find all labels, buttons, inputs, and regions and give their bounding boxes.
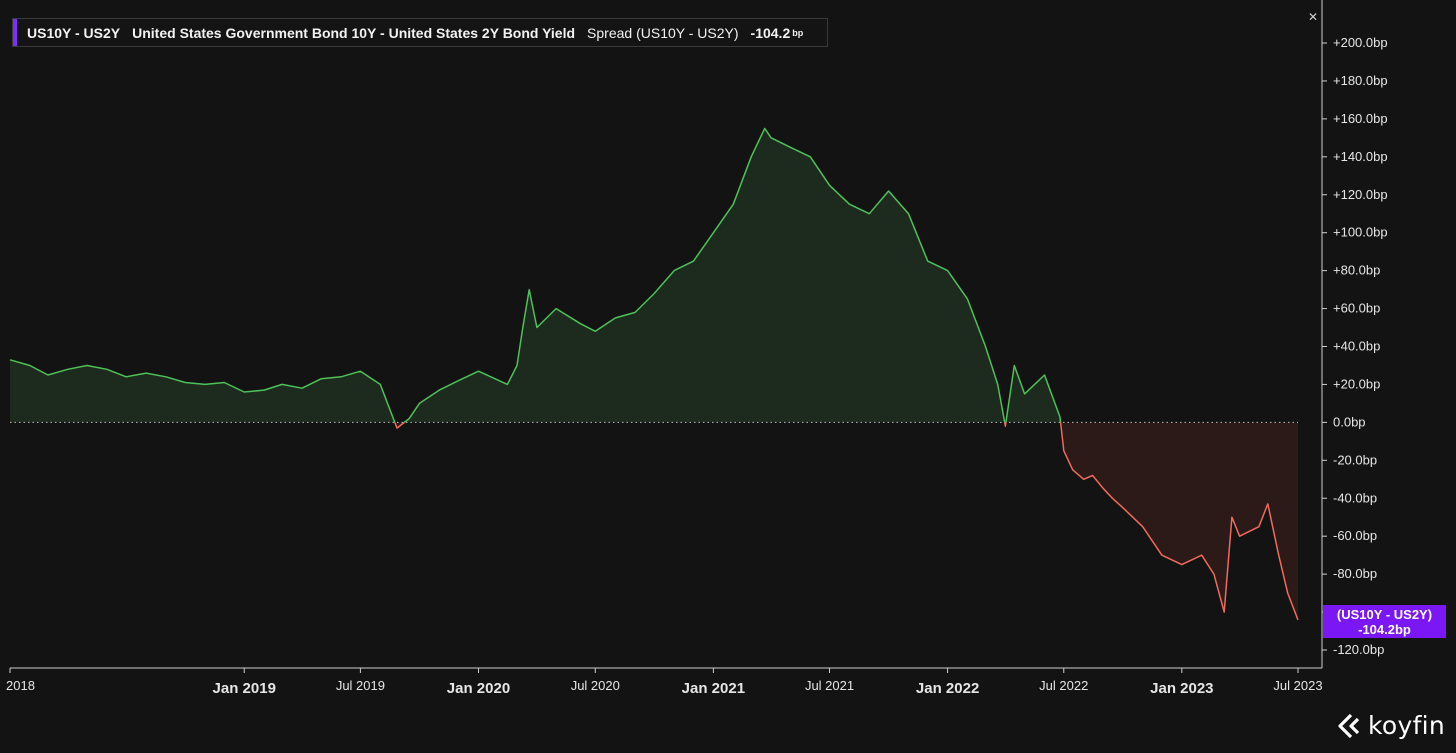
y-tick-label: 0.0bp — [1333, 414, 1366, 429]
x-tick-label: Jan 2022 — [916, 680, 979, 697]
y-tick-label: +140.0bp — [1333, 149, 1388, 164]
positive-spread-line-2 — [403, 127, 1006, 423]
x-tick-label: Jul 2021 — [805, 678, 854, 693]
y-tick-label: +180.0bp — [1333, 73, 1388, 88]
legend-color-bar — [13, 19, 17, 46]
y-tick-label: +40.0bp — [1333, 339, 1380, 354]
y-tick-label: +60.0bp — [1333, 301, 1380, 316]
legend-series-label: Spread (US10Y - US2Y) — [587, 24, 739, 41]
negative-spread-line-1 — [394, 421, 405, 429]
negative-area-fill-5 — [1060, 422, 1298, 620]
positive-area-fill-2 — [404, 128, 1005, 423]
positive-area-fill-4 — [1005, 365, 1061, 423]
y-tick-label: +200.0bp — [1333, 35, 1388, 50]
x-tick-label: Jul 2022 — [1039, 678, 1088, 693]
negative-spread-line-5 — [1059, 422, 1299, 621]
y-tick-label: +100.0bp — [1333, 225, 1388, 240]
x-tick-label: 2018 — [6, 678, 35, 693]
series-legend[interactable]: US10Y - US2Y United States Government Bo… — [12, 18, 829, 47]
x-tick-label: Jul 2023 — [1273, 678, 1322, 693]
last-value-tag: (US10Y - US2Y) -104.2bp — [1323, 605, 1446, 638]
positive-area-fill-0 — [10, 359, 395, 423]
brand-logo: koyfin — [1338, 711, 1445, 740]
y-tick-label: -120.0bp — [1333, 642, 1384, 657]
y-tick-label: +80.0bp — [1333, 263, 1380, 278]
x-tick-label: Jan 2020 — [447, 680, 510, 697]
negative-spread-line-3 — [1003, 422, 1007, 427]
legend-description: United States Government Bond 10Y - Unit… — [132, 24, 576, 41]
y-tick-label: -80.0bp — [1333, 566, 1377, 581]
x-tick-label: Jan 2021 — [682, 680, 745, 697]
y-tick-label: +160.0bp — [1333, 111, 1388, 126]
legend-unit: bp — [792, 27, 804, 38]
y-tick-label: +20.0bp — [1333, 376, 1380, 391]
y-tick-label: -20.0bp — [1333, 452, 1377, 467]
positive-spread-line-0 — [9, 359, 396, 423]
x-tick-label: Jan 2019 — [213, 680, 276, 697]
last-value-tag-symbol: (US10Y - US2Y) — [1336, 607, 1433, 622]
y-tick-label: -40.0bp — [1333, 490, 1377, 505]
legend-value: -104.2 — [750, 24, 791, 41]
y-tick-label: +120.0bp — [1333, 187, 1388, 202]
last-value-tag-value: -104.2bp — [1358, 622, 1411, 637]
close-icon[interactable]: ✕ — [1308, 10, 1319, 24]
koyfin-logo-icon — [1338, 713, 1360, 738]
legend-symbol: US10Y - US2Y — [27, 24, 121, 41]
positive-spread-line-4 — [1005, 364, 1062, 423]
brand-name: koyfin — [1368, 711, 1446, 740]
x-tick-label: Jan 2023 — [1150, 680, 1213, 697]
x-tick-label: Jul 2019 — [336, 678, 385, 693]
x-tick-label: Jul 2020 — [571, 678, 620, 693]
y-tick-label: -60.0bp — [1333, 528, 1377, 543]
